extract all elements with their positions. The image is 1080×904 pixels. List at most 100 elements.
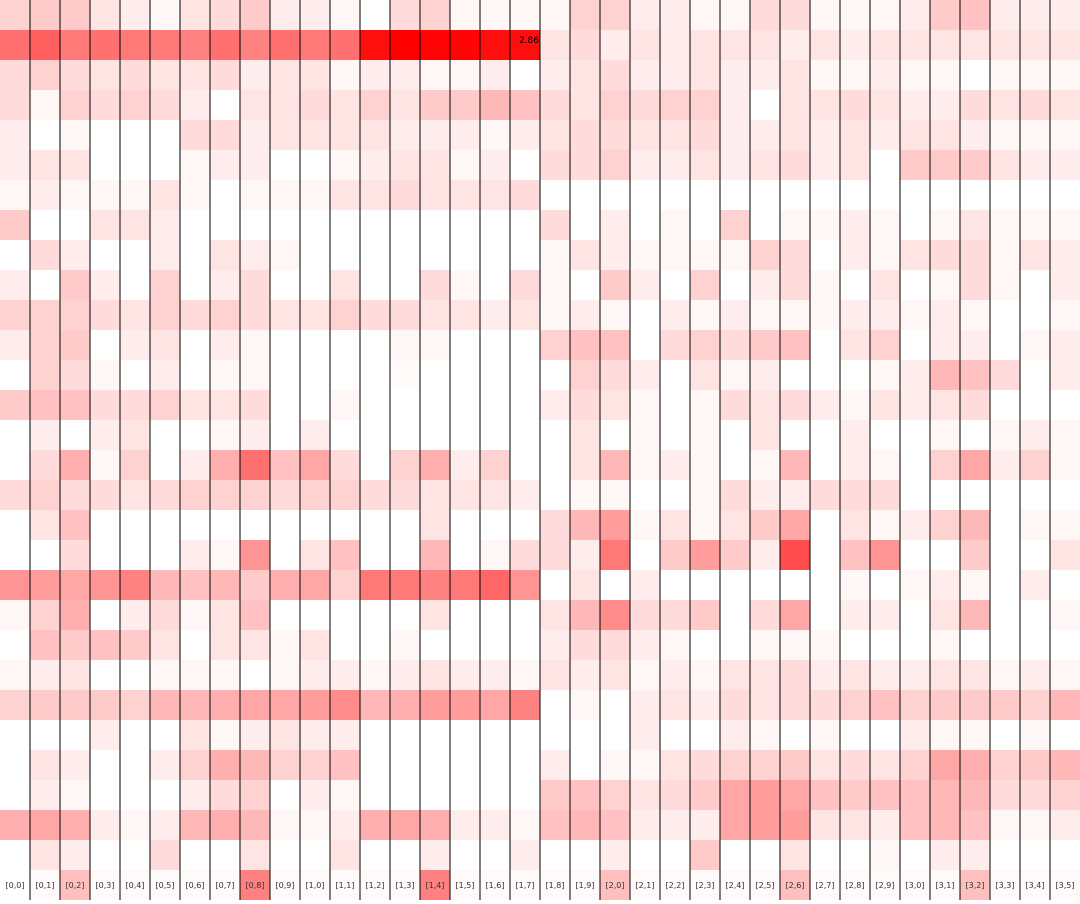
column-label-row: [0,0] [0,1] [0,2] [0,3] [0,4] [0,5] [0,6] [0,7]… bbox=[0, 870, 1080, 900]
heatmap-cell bbox=[480, 690, 510, 720]
heatmap-cell bbox=[960, 120, 990, 150]
heatmap-cell bbox=[930, 630, 960, 660]
heatmap-cell bbox=[750, 60, 780, 90]
heatmap-cell bbox=[900, 30, 930, 60]
heatmap-cell bbox=[450, 150, 480, 180]
heatmap-cell bbox=[840, 360, 870, 390]
heatmap-cell bbox=[240, 510, 270, 540]
heatmap-cell bbox=[1020, 30, 1050, 60]
heatmap-cell bbox=[960, 210, 990, 240]
heatmap-cell bbox=[120, 690, 150, 720]
heatmap-cell bbox=[60, 420, 90, 450]
heatmap-cell bbox=[30, 60, 60, 90]
heatmap-cell bbox=[180, 420, 210, 450]
heatmap-cell bbox=[330, 780, 360, 810]
heatmap-cell bbox=[180, 270, 210, 300]
heatmap-cell bbox=[600, 240, 630, 270]
heatmap-cell bbox=[480, 90, 510, 120]
heatmap-cell bbox=[360, 300, 390, 330]
heatmap-cell bbox=[120, 450, 150, 480]
heatmap-cell bbox=[840, 720, 870, 750]
heatmap-cell bbox=[240, 600, 270, 630]
heatmap-cell bbox=[720, 90, 750, 120]
heatmap-cell bbox=[540, 660, 570, 690]
heatmap-cell bbox=[450, 90, 480, 120]
heatmap-cell bbox=[600, 540, 630, 570]
heatmap-cell bbox=[210, 810, 240, 840]
heatmap-cell bbox=[1050, 240, 1080, 270]
heatmap-cell bbox=[300, 360, 330, 390]
heatmap-cell bbox=[60, 540, 90, 570]
heatmap-cell bbox=[1050, 270, 1080, 300]
column-label-cell bbox=[930, 870, 960, 900]
heatmap-cell bbox=[840, 0, 870, 30]
heatmap-cell bbox=[510, 540, 540, 570]
column-label: [1,6] bbox=[486, 881, 505, 890]
heatmap-cell bbox=[780, 180, 810, 210]
heatmap-cell bbox=[750, 540, 780, 570]
heatmap-cell bbox=[480, 30, 510, 60]
heatmap-cell bbox=[780, 30, 810, 60]
heatmap-cell bbox=[330, 90, 360, 120]
heatmap-cell bbox=[150, 420, 180, 450]
heatmap-cell bbox=[930, 150, 960, 180]
heatmap-cell bbox=[270, 390, 300, 420]
heatmap-cell bbox=[900, 600, 930, 630]
heatmap-cell bbox=[720, 720, 750, 750]
heatmap-cell bbox=[600, 30, 630, 60]
heatmap-cell bbox=[810, 660, 840, 690]
heatmap-cell bbox=[210, 90, 240, 120]
heatmap-cell bbox=[660, 180, 690, 210]
heatmap-cell bbox=[90, 300, 120, 330]
heatmap-cell bbox=[210, 0, 240, 30]
heatmap-cell bbox=[330, 30, 360, 60]
heatmap-cell bbox=[870, 300, 900, 330]
heatmap-cell bbox=[360, 510, 390, 540]
heatmap-cell bbox=[1020, 210, 1050, 240]
heatmap-cell bbox=[660, 510, 690, 540]
heatmap-cell bbox=[360, 180, 390, 210]
heatmap-cell bbox=[990, 150, 1020, 180]
heatmap-cell bbox=[30, 330, 60, 360]
column-label: [0,4] bbox=[126, 881, 145, 890]
heatmap-cell bbox=[450, 540, 480, 570]
heatmap-cell bbox=[510, 480, 540, 510]
heatmap-cell bbox=[90, 630, 120, 660]
heatmap-cell bbox=[1050, 480, 1080, 510]
heatmap-cell bbox=[960, 570, 990, 600]
heatmap-cell bbox=[390, 390, 420, 420]
heatmap-cell bbox=[480, 630, 510, 660]
heatmap-cell bbox=[570, 660, 600, 690]
heatmap-cell bbox=[780, 300, 810, 330]
heatmap-cell bbox=[210, 330, 240, 360]
heatmap-cell bbox=[420, 180, 450, 210]
heatmap-cell bbox=[810, 420, 840, 450]
heatmap-cell bbox=[300, 0, 330, 30]
heatmap-cell bbox=[210, 360, 240, 390]
heatmap-cell bbox=[270, 660, 300, 690]
heatmap-cell bbox=[0, 780, 30, 810]
column-label-cell bbox=[150, 870, 180, 900]
heatmap-cell bbox=[120, 150, 150, 180]
column-label: [1,3] bbox=[396, 881, 415, 890]
heatmap-cell bbox=[510, 30, 540, 60]
column-label: [1,4] bbox=[426, 881, 445, 890]
heatmap-cell bbox=[840, 510, 870, 540]
heatmap-cell bbox=[360, 840, 390, 870]
heatmap-cell bbox=[480, 660, 510, 690]
heatmap-cell bbox=[1020, 360, 1050, 390]
heatmap-cell bbox=[660, 120, 690, 150]
heatmap-cell bbox=[690, 120, 720, 150]
heatmap-cell bbox=[900, 720, 930, 750]
heatmap-cell bbox=[90, 780, 120, 810]
heatmap-cell bbox=[330, 420, 360, 450]
heatmap-cell bbox=[780, 540, 810, 570]
heatmap-cell bbox=[1050, 840, 1080, 870]
heatmap-cell bbox=[840, 540, 870, 570]
heatmap-cell bbox=[690, 540, 720, 570]
heatmap-cell bbox=[180, 690, 210, 720]
heatmap-cell bbox=[210, 180, 240, 210]
heatmap-cell bbox=[0, 60, 30, 90]
heatmap-cell bbox=[720, 0, 750, 30]
heatmap-cell bbox=[660, 450, 690, 480]
